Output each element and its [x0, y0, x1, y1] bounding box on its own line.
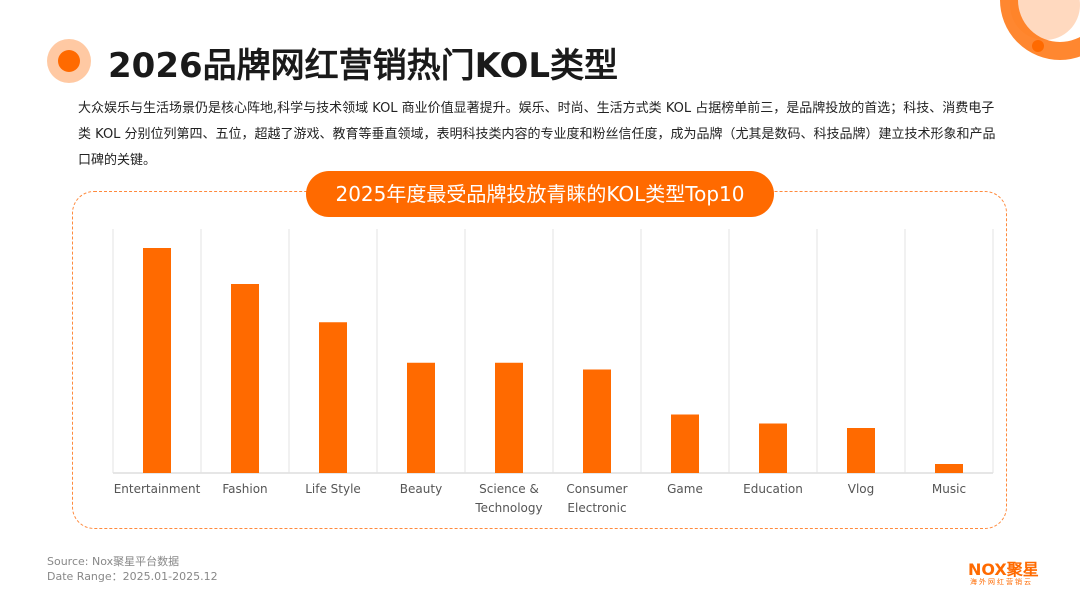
chart-title: 2025年度最受品牌投放青睐的KOL类型Top10: [306, 171, 774, 217]
x-tick-label: Technology: [474, 501, 542, 515]
bar: [495, 362, 523, 473]
logo-tagline: 海外网红营销云: [970, 578, 1033, 586]
bar: [935, 464, 963, 473]
x-tick-label: Electronic: [567, 501, 626, 515]
x-tick-label: Science &: [479, 482, 539, 496]
nox-logo: NOX聚星: [968, 560, 1039, 579]
x-tick-label: Vlog: [848, 482, 875, 496]
bar: [319, 322, 347, 473]
title-circle-icon: [47, 39, 91, 83]
bar: [231, 284, 259, 473]
x-tick-label: Beauty: [400, 482, 442, 496]
x-tick-label: Consumer: [566, 482, 627, 496]
date-range: Date Range：2025.01-2025.12: [47, 570, 218, 583]
bar: [759, 423, 787, 473]
x-tick-label: Fashion: [222, 482, 267, 496]
bar: [407, 362, 435, 473]
bar: [847, 428, 875, 473]
x-tick-label: Education: [743, 482, 803, 496]
bar: [583, 369, 611, 473]
dot-decoration: [1032, 40, 1044, 52]
bar: [143, 248, 171, 473]
source-text: Source: Nox聚星平台数据: [47, 555, 180, 568]
bar: [671, 414, 699, 473]
x-tick-label: Entertainment: [114, 482, 201, 496]
source-note: Source: Nox聚星平台数据 Date Range：2025.01-2025…: [47, 554, 218, 584]
x-tick-label: Life Style: [305, 482, 361, 496]
x-tick-label: Game: [667, 482, 703, 496]
x-tick-label: Music: [932, 482, 966, 496]
description: 大众娱乐与生活场景仍是核心阵地,科学与技术领域 KOL 商业价值显著提升。娱乐、…: [78, 101, 996, 168]
page-title: 2026品牌网红营销热门KOL类型: [108, 46, 619, 86]
